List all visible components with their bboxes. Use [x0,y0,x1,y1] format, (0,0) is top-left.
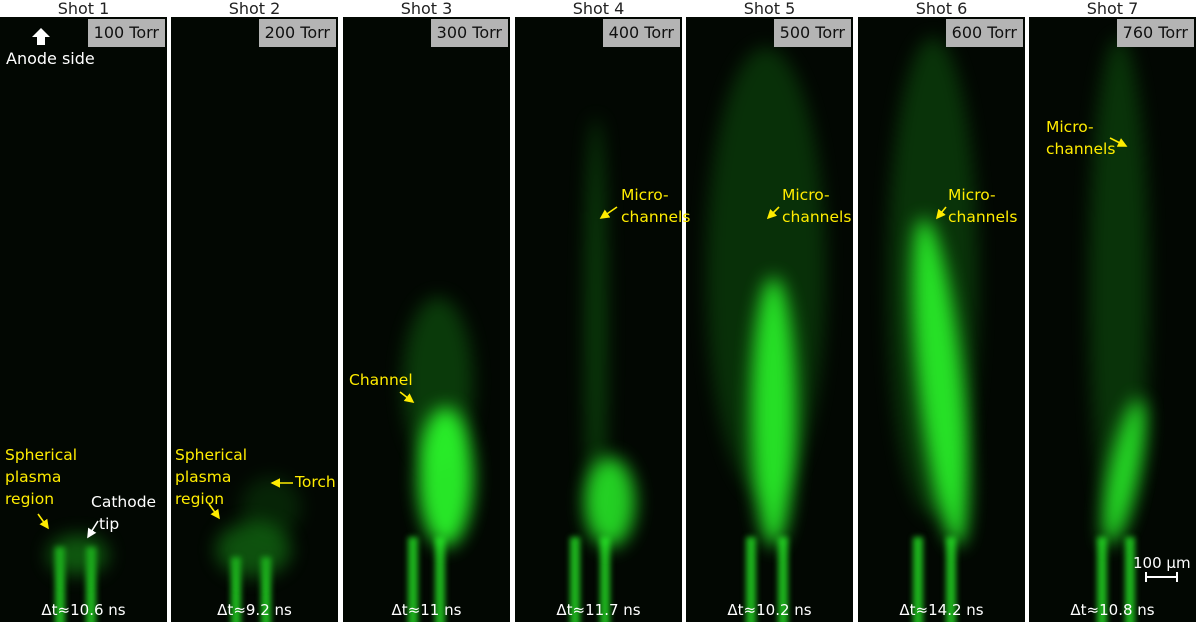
scale-bar [1145,572,1178,582]
delay-label: Δt≈10.8 ns [1070,601,1155,619]
shot-6-image: 600 Torr Δt≈14.2 ns [858,17,1025,622]
shot-label: Shot 5 [743,0,796,18]
pressure-badge: 300 Torr [430,19,508,47]
pressure-badge: 400 Torr [602,19,680,47]
shot-7-image: 760 Torr Δt≈10.8 ns [1029,17,1196,622]
shot-label: Shot 4 [572,0,625,18]
delay-label: Δt≈14.2 ns [899,601,984,619]
shot-label: Shot 3 [400,0,453,18]
arrow-icon [599,206,618,219]
micro-channels-label-7: Micro-channels [1046,118,1116,158]
pressure-badge: 500 Torr [773,19,851,47]
arrow-icon [208,503,220,520]
shot-1-image: 100 Torr Δt≈10.6 ns [0,17,167,622]
micro-channels-label-5: Micro-channels [782,186,852,226]
cathode-tip-label: Cathode tip [91,493,157,533]
arrow-icon [935,206,947,220]
micro-channels-label-4: Micro-channels [621,186,691,226]
delay-label: Δt≈10.6 ns [41,601,126,619]
arrow-icon [1109,137,1128,147]
pressure-badge: 100 Torr [87,19,165,47]
micro-channels-label-6: Micro-channels [948,186,1018,226]
delay-label: Δt≈9.2 ns [217,601,292,619]
shot-4-image: 400 Torr Δt≈11.7 ns [515,17,682,622]
shot-2-image: 200 Torr Δt≈9.2 ns [171,17,338,622]
anode-side-label: Anode side [6,49,95,68]
shot-3-image: 300 Torr Δt≈11 ns [343,17,510,622]
spherical-plasma-label-1: Spherical plasma region [5,446,78,508]
shot-label: Shot 6 [915,0,968,18]
pressure-badge: 600 Torr [945,19,1023,47]
spherical-plasma-label-2: Spherical plasma region [175,446,248,508]
arrow-icon [87,520,99,539]
delay-label: Δt≈11 ns [391,601,462,619]
arrow-icon [37,513,49,530]
delay-label: Δt≈10.2 ns [727,601,812,619]
arrow-icon [766,206,780,220]
delay-label: Δt≈11.7 ns [556,601,641,619]
torch-label: Torch [295,473,336,491]
shot-label: Shot 7 [1086,0,1139,18]
arrow-icon [399,391,415,403]
shot-5-image: 500 Torr Δt≈10.2 ns [686,17,853,622]
scale-bar-label: 100 µm [1133,554,1191,572]
channel-label: Channel [349,371,413,389]
anode-arrow-icon [32,28,50,45]
shot-label: Shot 1 [57,0,110,18]
shot-label: Shot 2 [228,0,281,18]
pressure-badge: 200 Torr [258,19,336,47]
pressure-badge: 760 Torr [1116,19,1194,47]
